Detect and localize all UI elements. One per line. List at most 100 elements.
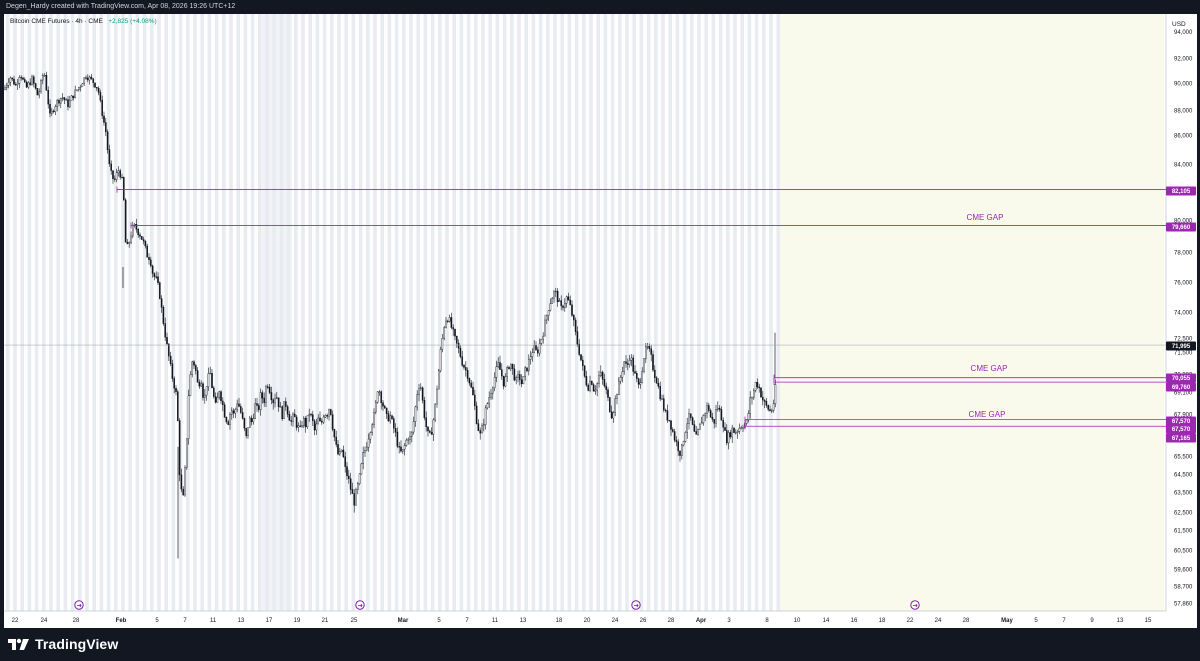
candle-body: [688, 413, 690, 424]
session-band: [301, 14, 305, 611]
candle-body: [760, 387, 762, 398]
candle-body: [121, 176, 123, 179]
candle-body: [443, 327, 446, 339]
x-tick-label: 11: [210, 618, 217, 624]
x-tick-label: 7: [465, 618, 469, 624]
session-band: [214, 14, 219, 611]
candle-body: [416, 394, 419, 408]
candle-body: [214, 396, 217, 403]
candle-body: [475, 405, 478, 424]
candle-body: [664, 409, 667, 412]
candle-body: [553, 291, 555, 299]
candle-body: [254, 403, 257, 419]
candle-body: [673, 431, 676, 441]
candle-body: [207, 373, 210, 387]
candle-body: [333, 429, 336, 438]
session-band: [92, 14, 96, 611]
x-tick-label: 24: [41, 618, 48, 624]
candle-body: [257, 405, 260, 411]
event-marker-icon[interactable]: [355, 600, 365, 610]
session-band: [308, 14, 312, 611]
candle-body: [634, 371, 636, 374]
candle-body: [403, 445, 406, 450]
candle-body: [61, 97, 64, 99]
price-level-tag: [1166, 186, 1196, 196]
candle-body: [9, 77, 12, 83]
candle-body: [474, 394, 476, 407]
candle-body: [616, 394, 618, 399]
x-tick-label: 15: [1145, 618, 1152, 624]
candle-body: [20, 77, 23, 79]
candle-body: [119, 170, 121, 178]
y-tick-label: 88,000: [1174, 109, 1193, 115]
candle-body: [391, 415, 393, 420]
candle-body: [162, 307, 165, 324]
candle-body: [587, 384, 589, 391]
event-arrow: [913, 603, 918, 608]
candle-body: [211, 373, 213, 389]
candle-body: [650, 348, 652, 355]
candle-body: [54, 106, 57, 112]
candle-body: [639, 382, 642, 385]
y-tick-label: 63,500: [1174, 491, 1193, 497]
session-band: [762, 14, 766, 611]
candle-body: [675, 440, 678, 442]
session-band: [114, 14, 118, 611]
candle-body: [637, 378, 640, 385]
candlestick-chart[interactable]: USD 94,000 92,000 90,000 88,000 86,000 84,000 8…: [4, 14, 1197, 628]
candle-body: [346, 466, 348, 477]
candle-body: [472, 386, 474, 396]
session-band: [394, 14, 399, 611]
x-tick-label: 17: [266, 618, 273, 624]
candle-body: [290, 420, 293, 422]
candle-body: [312, 414, 314, 422]
session-band: [106, 14, 111, 611]
candle-body: [51, 110, 53, 114]
candle-body: [362, 452, 365, 465]
candle-body: [295, 416, 298, 428]
candle-body: [623, 361, 625, 372]
candle-body: [591, 381, 593, 385]
candle-body: [636, 373, 638, 379]
session-band: [178, 14, 183, 611]
candle-body: [250, 417, 253, 423]
event-marker-icon[interactable]: [910, 600, 920, 610]
candle-body: [486, 403, 489, 409]
candle-body: [227, 421, 230, 425]
candle-body: [488, 397, 491, 404]
candle-body: [286, 406, 289, 415]
candle-body: [277, 397, 280, 407]
y-tick-label: 67,900: [1174, 413, 1193, 419]
candle-body: [220, 391, 222, 402]
candle-body: [724, 427, 726, 431]
brand-logo[interactable]: TradingView: [8, 636, 118, 652]
candle-body: [621, 371, 624, 378]
candle-body: [157, 276, 159, 283]
event-marker-icon[interactable]: [631, 600, 641, 610]
session-band: [34, 14, 39, 611]
x-tick-label: 14: [823, 618, 830, 624]
candle-body: [627, 363, 629, 365]
candle-body: [140, 236, 143, 240]
y-tick-label: 90,000: [1174, 82, 1193, 88]
candle-body: [281, 406, 284, 420]
session-band: [99, 14, 104, 611]
x-tick-label: 21: [322, 618, 329, 624]
candle-body: [167, 343, 170, 357]
candle-body: [331, 414, 334, 430]
candle-body: [31, 76, 33, 85]
session-band: [330, 14, 334, 611]
candle-body: [697, 429, 699, 435]
session-band: [445, 14, 449, 611]
symbol-title: Bitcoin CME Futures · 4h · CME: [10, 18, 103, 25]
session-band: [740, 14, 744, 611]
candle-body: [306, 415, 309, 428]
candle-body: [441, 338, 444, 350]
candle-body: [56, 100, 58, 107]
session-band: [373, 14, 377, 611]
candle-body: [405, 439, 408, 446]
candle-body: [726, 430, 728, 444]
candle-body: [234, 409, 237, 414]
event-marker-icon[interactable]: [74, 600, 84, 610]
candle-body: [366, 446, 368, 451]
